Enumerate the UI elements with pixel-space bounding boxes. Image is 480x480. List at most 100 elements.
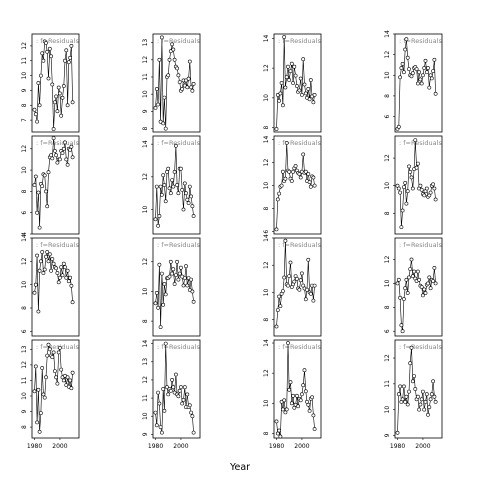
data-point — [300, 93, 303, 96]
data-point — [164, 127, 167, 130]
data-point — [434, 400, 437, 403]
data-point — [56, 161, 59, 164]
x-tick-label: 1980 — [269, 443, 284, 450]
data-point — [155, 87, 158, 90]
data-point — [157, 103, 160, 106]
data-point — [429, 191, 432, 194]
data-point — [159, 185, 162, 188]
data-point — [286, 341, 289, 344]
data-point — [278, 429, 281, 432]
data-point — [67, 61, 70, 64]
data-point — [46, 50, 49, 53]
data-point — [44, 190, 47, 193]
y-tick-label: 12 — [21, 145, 28, 153]
x-tick-labels: 1980 2000 1980 2000 1980 2000 1980 2000 — [27, 438, 431, 450]
data-point — [155, 291, 158, 294]
y-tick-label: 10 — [21, 281, 28, 289]
x-tick-label: 1980 — [148, 443, 163, 450]
series-line — [156, 262, 194, 327]
y-tick-label: 8 — [263, 318, 270, 322]
x-tick-label: 2000 — [415, 443, 430, 450]
data-point — [34, 175, 37, 178]
data-point — [38, 226, 41, 229]
data-point — [160, 431, 163, 434]
data-point — [178, 389, 181, 392]
data-point — [402, 297, 405, 300]
y-tick-label: 14 — [263, 34, 270, 42]
data-point — [190, 278, 193, 281]
data-point — [433, 395, 436, 398]
data-point — [53, 101, 56, 104]
data-point — [55, 95, 58, 98]
data-point — [278, 192, 281, 195]
data-point — [190, 411, 193, 414]
y-tick-label: 6 — [21, 329, 28, 333]
data-point — [182, 398, 185, 401]
data-point — [174, 274, 177, 277]
data-point — [33, 183, 36, 186]
data-point — [71, 371, 74, 374]
data-point — [281, 170, 284, 173]
y-tick-label: 11 — [142, 394, 149, 402]
data-point — [57, 86, 60, 89]
y-tick-label: 8 — [21, 103, 28, 107]
y-tick-label: 10 — [142, 206, 149, 214]
y-tick-label: 7 — [21, 118, 28, 122]
data-point — [421, 390, 424, 393]
y-tick-label: 8 — [263, 207, 270, 211]
data-point — [311, 396, 314, 399]
facet-panel: : f=Residuals4681012 — [21, 136, 79, 236]
data-point — [157, 224, 160, 227]
data-point — [298, 89, 301, 92]
y-tick-label: 12 — [384, 256, 391, 264]
y-tick-label: 14 — [263, 339, 270, 347]
y-tick-label: 8 — [142, 319, 149, 323]
data-point — [192, 300, 195, 303]
data-point — [303, 83, 306, 86]
y-tick-label: 12 — [142, 56, 149, 64]
data-point — [58, 276, 61, 279]
data-point — [283, 276, 286, 279]
data-point — [65, 158, 68, 161]
data-point — [65, 49, 68, 52]
data-point — [182, 208, 185, 211]
y-tick-label: 12 — [142, 376, 149, 384]
data-point — [402, 385, 405, 388]
y-tick-label: 14 — [142, 140, 149, 148]
data-point — [425, 393, 428, 396]
data-point — [66, 163, 69, 166]
facet-panel: : f=Residuals8101214 — [263, 34, 321, 132]
y-tick-label: 14 — [384, 30, 391, 38]
data-point — [411, 72, 414, 75]
data-point — [69, 56, 72, 59]
data-point — [43, 268, 46, 271]
data-point — [36, 211, 39, 214]
data-point — [66, 376, 69, 379]
data-point — [154, 106, 157, 109]
data-point — [173, 170, 176, 173]
data-point — [399, 76, 402, 79]
data-point — [173, 282, 176, 285]
data-point — [56, 271, 59, 274]
data-point — [164, 200, 167, 203]
data-point — [289, 261, 292, 264]
data-point — [278, 295, 281, 298]
data-point — [52, 137, 55, 140]
data-point — [423, 194, 426, 197]
data-point — [160, 193, 163, 196]
data-point — [299, 77, 302, 80]
y-tick-label: 9 — [21, 88, 28, 92]
data-point — [50, 55, 53, 58]
data-point — [276, 309, 279, 312]
data-point — [61, 274, 64, 277]
data-point — [419, 78, 422, 81]
data-point — [415, 166, 418, 169]
data-point — [41, 52, 44, 55]
y-tick-label: 12 — [384, 154, 391, 162]
data-point — [178, 272, 181, 275]
data-point — [289, 70, 292, 73]
data-point — [163, 183, 166, 186]
data-point — [42, 271, 45, 274]
data-point — [33, 291, 36, 294]
data-point — [406, 403, 409, 406]
